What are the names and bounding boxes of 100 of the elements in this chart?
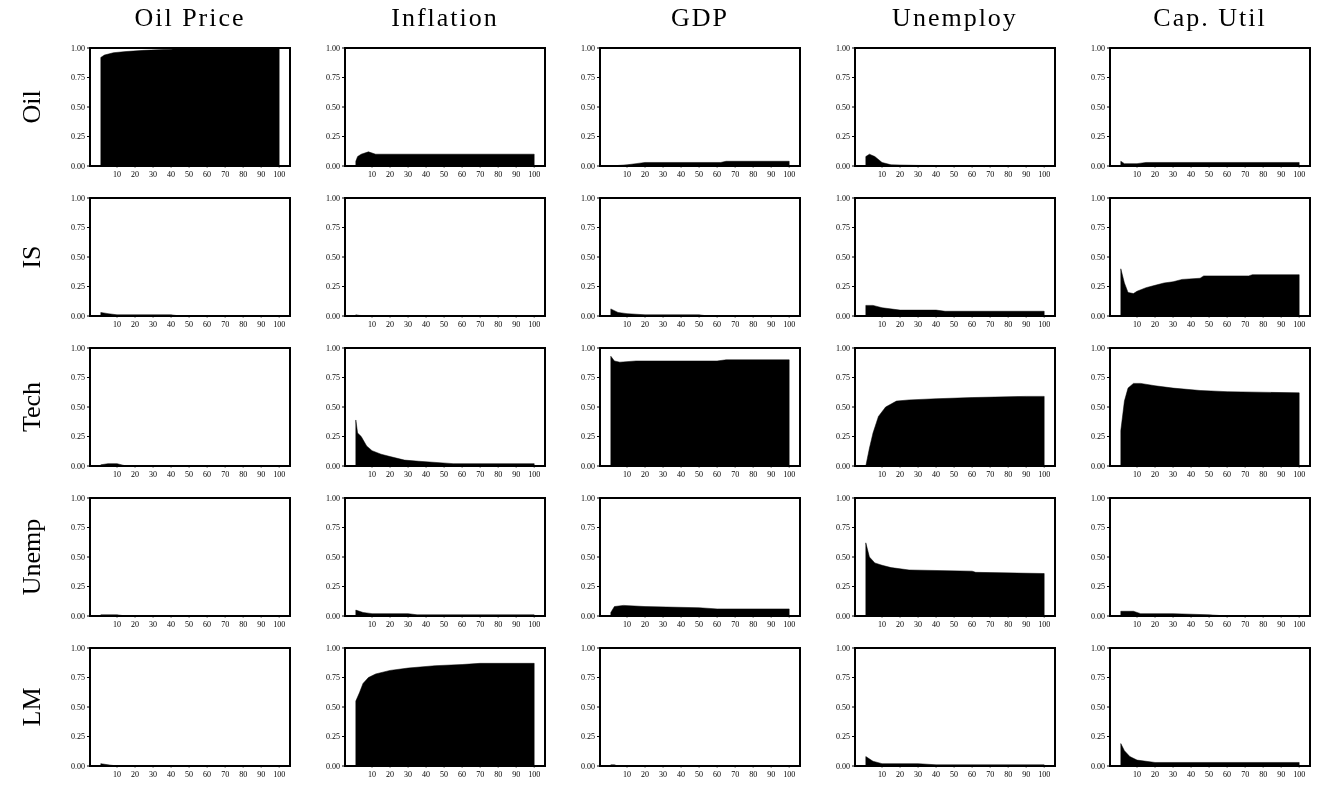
x-tick-label: 50: [185, 470, 194, 479]
y-tick-label: 0.00: [71, 461, 85, 471]
x-tick-label: 20: [896, 470, 905, 479]
y-tick-label: 0.25: [71, 582, 85, 592]
y-tick-label: 0.25: [71, 432, 85, 442]
x-tick-label: 50: [950, 470, 959, 479]
x-tick-label: 20: [896, 320, 905, 329]
x-tick-label: 40: [1187, 770, 1196, 779]
x-tick-label: 70: [476, 470, 485, 479]
x-tick-label: 10: [368, 320, 377, 329]
y-tick-label: 1.00: [71, 193, 85, 203]
x-tick-label: 10: [368, 770, 377, 779]
x-tick-label: 20: [131, 470, 140, 479]
x-tick-label: 10: [113, 320, 122, 329]
y-tick-label: 1.00: [1091, 643, 1105, 653]
x-tick-label: 20: [896, 770, 905, 779]
y-tick-label: 0.50: [1091, 102, 1105, 112]
x-tick-label: 100: [1293, 470, 1306, 479]
y-tick-label: 0.00: [71, 311, 85, 321]
x-tick-label: 60: [968, 770, 977, 779]
x-tick-label: 50: [1205, 620, 1214, 629]
x-tick-label: 10: [1133, 620, 1142, 629]
y-tick-label: 0.00: [836, 761, 850, 771]
y-tick-label: 0.25: [836, 282, 850, 292]
x-tick-label: 80: [1004, 770, 1013, 779]
x-tick-label: 10: [368, 170, 377, 179]
x-tick-label: 40: [932, 620, 941, 629]
x-tick-label: 10: [878, 320, 887, 329]
y-tick-label: 0.50: [71, 402, 85, 412]
y-tick-label: 1.00: [836, 193, 850, 203]
x-tick-label: 70: [986, 170, 995, 179]
x-tick-label: 80: [749, 770, 758, 779]
y-tick-label: 0.00: [581, 161, 595, 171]
x-tick-label: 70: [986, 770, 995, 779]
x-tick-label: 30: [149, 620, 158, 629]
x-tick-label: 50: [695, 320, 704, 329]
y-tick-label: 1.00: [581, 493, 595, 503]
y-tick-label: 0.75: [326, 523, 340, 533]
x-tick-label: 50: [695, 170, 704, 179]
x-tick-label: 40: [677, 170, 686, 179]
x-tick-label: 40: [167, 320, 176, 329]
y-tick-label: 0.25: [326, 582, 340, 592]
y-tick-label: 1.00: [581, 43, 595, 53]
x-tick-label: 30: [914, 770, 923, 779]
x-tick-label: 40: [422, 470, 431, 479]
x-tick-label: 20: [641, 470, 650, 479]
y-tick-label: 0.75: [1091, 523, 1105, 533]
y-tick-label: 1.00: [326, 493, 340, 503]
x-tick-label: 30: [1169, 470, 1178, 479]
y-tick-label: 0.75: [581, 523, 595, 533]
x-tick-label: 50: [950, 170, 959, 179]
y-tick-label: 0.00: [1091, 461, 1105, 471]
x-tick-label: 30: [149, 320, 158, 329]
x-tick-label: 60: [1223, 320, 1232, 329]
x-tick-label: 80: [1004, 470, 1013, 479]
x-tick-label: 50: [1205, 320, 1214, 329]
x-tick-label: 60: [968, 470, 977, 479]
x-tick-label: 90: [257, 770, 266, 779]
x-tick-label: 80: [239, 320, 248, 329]
x-tick-label: 50: [185, 770, 194, 779]
x-tick-label: 40: [422, 620, 431, 629]
y-tick-label: 0.25: [326, 432, 340, 442]
x-tick-label: 20: [131, 320, 140, 329]
x-tick-label: 50: [440, 620, 449, 629]
x-tick-label: 60: [713, 770, 722, 779]
x-tick-label: 90: [1277, 170, 1286, 179]
chart-title: GDP: [670, 3, 730, 32]
y-tick-label: 0.75: [836, 523, 850, 533]
y-axis-title: Oil: [17, 90, 46, 124]
x-tick-label: 90: [1277, 620, 1286, 629]
x-tick-label: 10: [113, 170, 122, 179]
x-tick-label: 100: [528, 620, 541, 629]
x-tick-label: 70: [986, 470, 995, 479]
x-tick-label: 40: [422, 770, 431, 779]
x-tick-label: 80: [494, 770, 503, 779]
x-tick-label: 70: [476, 770, 485, 779]
y-tick-label: 0.50: [326, 102, 340, 112]
y-axis-title: IS: [17, 245, 46, 269]
y-tick-label: 0.25: [1091, 132, 1105, 142]
x-tick-label: 70: [221, 470, 230, 479]
x-tick-label: 70: [1241, 470, 1250, 479]
y-tick-label: 0.75: [581, 673, 595, 683]
x-tick-label: 70: [221, 170, 230, 179]
y-tick-label: 0.75: [581, 373, 595, 383]
x-tick-label: 10: [623, 470, 632, 479]
y-tick-label: 0.25: [1091, 582, 1105, 592]
y-tick-label: 0.00: [836, 611, 850, 621]
x-tick-label: 30: [1169, 770, 1178, 779]
x-tick-label: 50: [185, 320, 194, 329]
x-tick-label: 20: [131, 620, 140, 629]
x-tick-label: 50: [695, 620, 704, 629]
y-axis-title: LM: [17, 687, 46, 727]
x-tick-label: 20: [386, 770, 395, 779]
x-tick-label: 60: [203, 770, 212, 779]
y-tick-label: 0.75: [71, 223, 85, 233]
x-tick-label: 40: [1187, 620, 1196, 629]
y-tick-label: 0.00: [326, 611, 340, 621]
y-tick-label: 0.75: [836, 73, 850, 83]
y-tick-label: 1.00: [836, 43, 850, 53]
y-tick-label: 0.75: [71, 673, 85, 683]
